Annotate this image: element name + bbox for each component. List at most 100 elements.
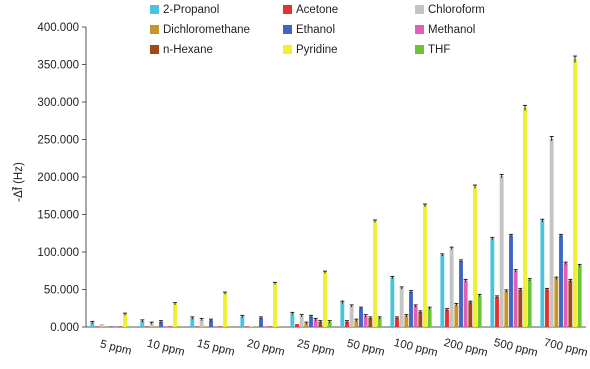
- bar: [409, 291, 413, 327]
- bar: [390, 277, 395, 327]
- legend-label: Dichloromethane: [163, 24, 250, 36]
- bar: [354, 320, 359, 327]
- legend-swatch: [283, 5, 292, 14]
- x-tick-label: 100 ppm: [393, 337, 439, 359]
- bar: [368, 318, 373, 327]
- x-tick-label: 5 ppm: [99, 338, 133, 357]
- bar: [199, 319, 204, 327]
- bar: [118, 326, 123, 327]
- legend-swatch: [283, 25, 292, 34]
- bar: [223, 293, 227, 327]
- bar: [540, 220, 545, 327]
- bar: [399, 288, 404, 327]
- x-tick-label: 10 ppm: [146, 338, 186, 359]
- y-tick-label: 400.000: [37, 22, 79, 34]
- legend-swatch: [415, 25, 424, 34]
- bar: [227, 326, 232, 327]
- legend-label: Pyridine: [296, 44, 338, 56]
- bar: [218, 326, 223, 327]
- x-tick-label: 700 ppm: [543, 337, 589, 359]
- bar: [327, 321, 332, 327]
- bar: [273, 283, 277, 327]
- bar: [568, 280, 573, 327]
- legend-swatch: [150, 25, 159, 34]
- bar: [499, 176, 504, 327]
- bar: [254, 326, 259, 327]
- y-tick-label: 100.000: [37, 247, 79, 259]
- bar: [523, 108, 527, 327]
- x-tick-label: 500 ppm: [493, 337, 539, 359]
- bar: [313, 319, 318, 327]
- bar: [259, 318, 263, 327]
- legend-label: Acetone: [296, 4, 338, 16]
- bar: [477, 295, 482, 327]
- legend-swatch: [150, 5, 159, 14]
- bar: [349, 306, 354, 327]
- legend-swatch: [150, 45, 159, 54]
- bar: [177, 326, 182, 327]
- bar: [468, 302, 473, 327]
- bar: [290, 313, 295, 327]
- bar: [90, 322, 95, 327]
- bar: [527, 279, 532, 327]
- legend-label: Chloroform: [428, 4, 485, 16]
- legend-label: 2-Propanol: [163, 4, 219, 16]
- bar: [413, 306, 418, 327]
- bar: [268, 326, 273, 327]
- x-axis-ticks: 5 ppm 10 ppm 15 ppm 20 ppm 25 ppm 50 ppm 100 p…: [99, 337, 589, 359]
- bar: [490, 238, 495, 327]
- bars: [90, 55, 582, 327]
- bar: [545, 289, 549, 327]
- bar: [145, 326, 149, 327]
- bar: [109, 326, 113, 327]
- bar: [473, 186, 477, 327]
- bar: [190, 318, 195, 327]
- bar: [509, 235, 513, 327]
- bar: [249, 326, 254, 327]
- bar: [168, 326, 173, 327]
- bar: [404, 315, 409, 327]
- bar: [518, 289, 523, 327]
- y-tick-label: 150.000: [37, 210, 79, 222]
- bar: [299, 315, 304, 327]
- bar: [549, 138, 554, 327]
- legend-label: THF: [428, 44, 450, 56]
- legend-swatch: [415, 45, 424, 54]
- bar: [263, 326, 268, 327]
- bar: [104, 326, 109, 327]
- bar: [113, 326, 118, 327]
- legend: 2-Propanol Acetone Chloroform Dichlorometha…: [150, 4, 485, 56]
- x-tick-label: 200 ppm: [443, 337, 489, 359]
- legend-label: n-Hexane: [163, 44, 213, 56]
- bar: [304, 323, 309, 327]
- bar: [359, 308, 363, 327]
- bar: [440, 255, 445, 327]
- bar: [159, 321, 163, 327]
- bar: [395, 318, 399, 327]
- x-tick-label: 20 ppm: [246, 338, 286, 359]
- bar: [459, 261, 463, 327]
- bar: [99, 324, 104, 327]
- bar: [140, 321, 145, 327]
- bar: [345, 321, 349, 327]
- bar: [449, 248, 454, 327]
- bar: [149, 323, 154, 327]
- y-tick-label: 250.000: [37, 135, 79, 147]
- bar: [463, 280, 468, 327]
- legend-swatch: [415, 5, 424, 14]
- bar: [204, 326, 209, 327]
- y-axis-label: -Δf̄ (Hz): [12, 162, 25, 202]
- bar: [240, 316, 245, 327]
- bar: [340, 302, 345, 327]
- bar: [423, 205, 427, 327]
- y-axis-ticks: 0.000 50.000 100.000 150.000 200.000 250.000 3…: [37, 22, 86, 334]
- bar: [163, 326, 168, 327]
- bar: [173, 303, 177, 327]
- bar: [377, 318, 382, 327]
- x-tick-label: 50 ppm: [346, 338, 386, 359]
- bar: [559, 235, 563, 327]
- bar: [577, 265, 582, 327]
- legend-swatch: [283, 45, 292, 54]
- bar: [123, 314, 127, 327]
